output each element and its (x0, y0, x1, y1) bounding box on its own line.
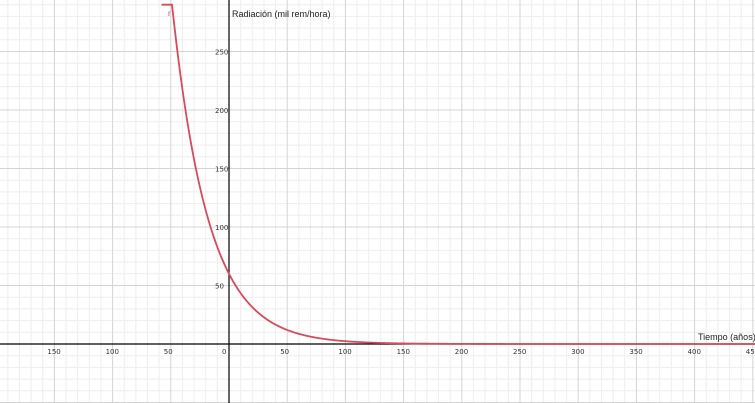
x-tick-label: 0 (222, 348, 226, 356)
tick-labels: 150 100 50 0 50 100 150 200 250 300 350 400 450 50 100… (47, 49, 755, 357)
x-tick-label: 100 (338, 348, 351, 356)
x-tick-label: 150 (397, 348, 410, 356)
y-tick-label: 150 (215, 166, 228, 174)
y-tick-label: 200 (215, 107, 228, 115)
x-tick-label: 50 (280, 348, 289, 356)
x-tick-label: 50 (164, 348, 173, 356)
series (161, 3, 755, 345)
x-tick-label: 300 (571, 348, 584, 356)
x-tick-label: 450 (746, 348, 755, 356)
curve-label: r (168, 9, 171, 18)
x-tick-label: 100 (106, 348, 119, 356)
y-axis-title: Radiación (mil rem/hora) (232, 9, 331, 19)
x-tick-label: 150 (47, 348, 60, 356)
series-line (161, 3, 755, 345)
y-tick-label: 250 (215, 49, 228, 57)
x-axis-title: Tiempo (años) (698, 332, 755, 342)
x-tick-label: 250 (513, 348, 526, 356)
y-tick-label: 100 (215, 224, 228, 232)
y-tick-label: 50 (215, 283, 224, 291)
x-tick-label: 350 (629, 348, 642, 356)
x-tick-label: 400 (688, 348, 701, 356)
x-tick-label: 200 (455, 348, 468, 356)
